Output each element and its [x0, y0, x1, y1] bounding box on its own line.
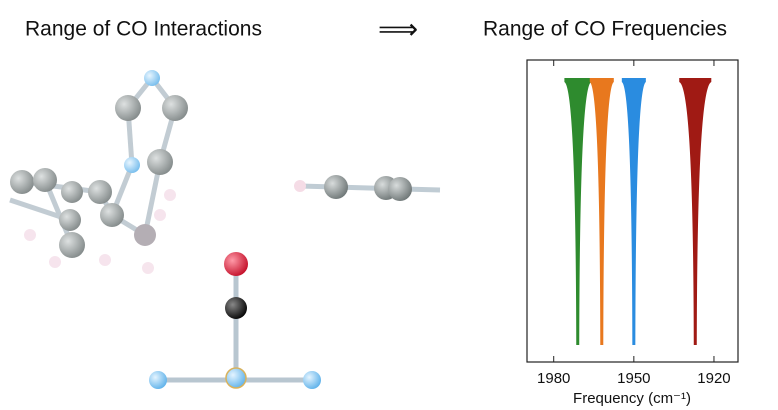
chart-title: Range of CO Frequencies: [483, 18, 727, 41]
figure: Range of CO Interactions ⟹ Range of CO F…: [0, 0, 778, 410]
molecule-fragment: [294, 175, 440, 201]
peak: [564, 78, 591, 345]
peak: [590, 78, 614, 345]
x-tick-label: 1980: [537, 370, 570, 387]
left-title: Range of CO Interactions: [25, 18, 262, 41]
peak: [679, 78, 711, 345]
x-tick-label: 1950: [617, 370, 650, 387]
peak: [622, 78, 646, 345]
metal-carbonyl: [149, 252, 321, 389]
x-tick-label: 1920: [697, 370, 730, 387]
arrow: ⟹: [378, 13, 418, 44]
molecule-cluster: [10, 70, 188, 274]
x-axis-label: Frequency (cm⁻¹): [573, 390, 691, 407]
